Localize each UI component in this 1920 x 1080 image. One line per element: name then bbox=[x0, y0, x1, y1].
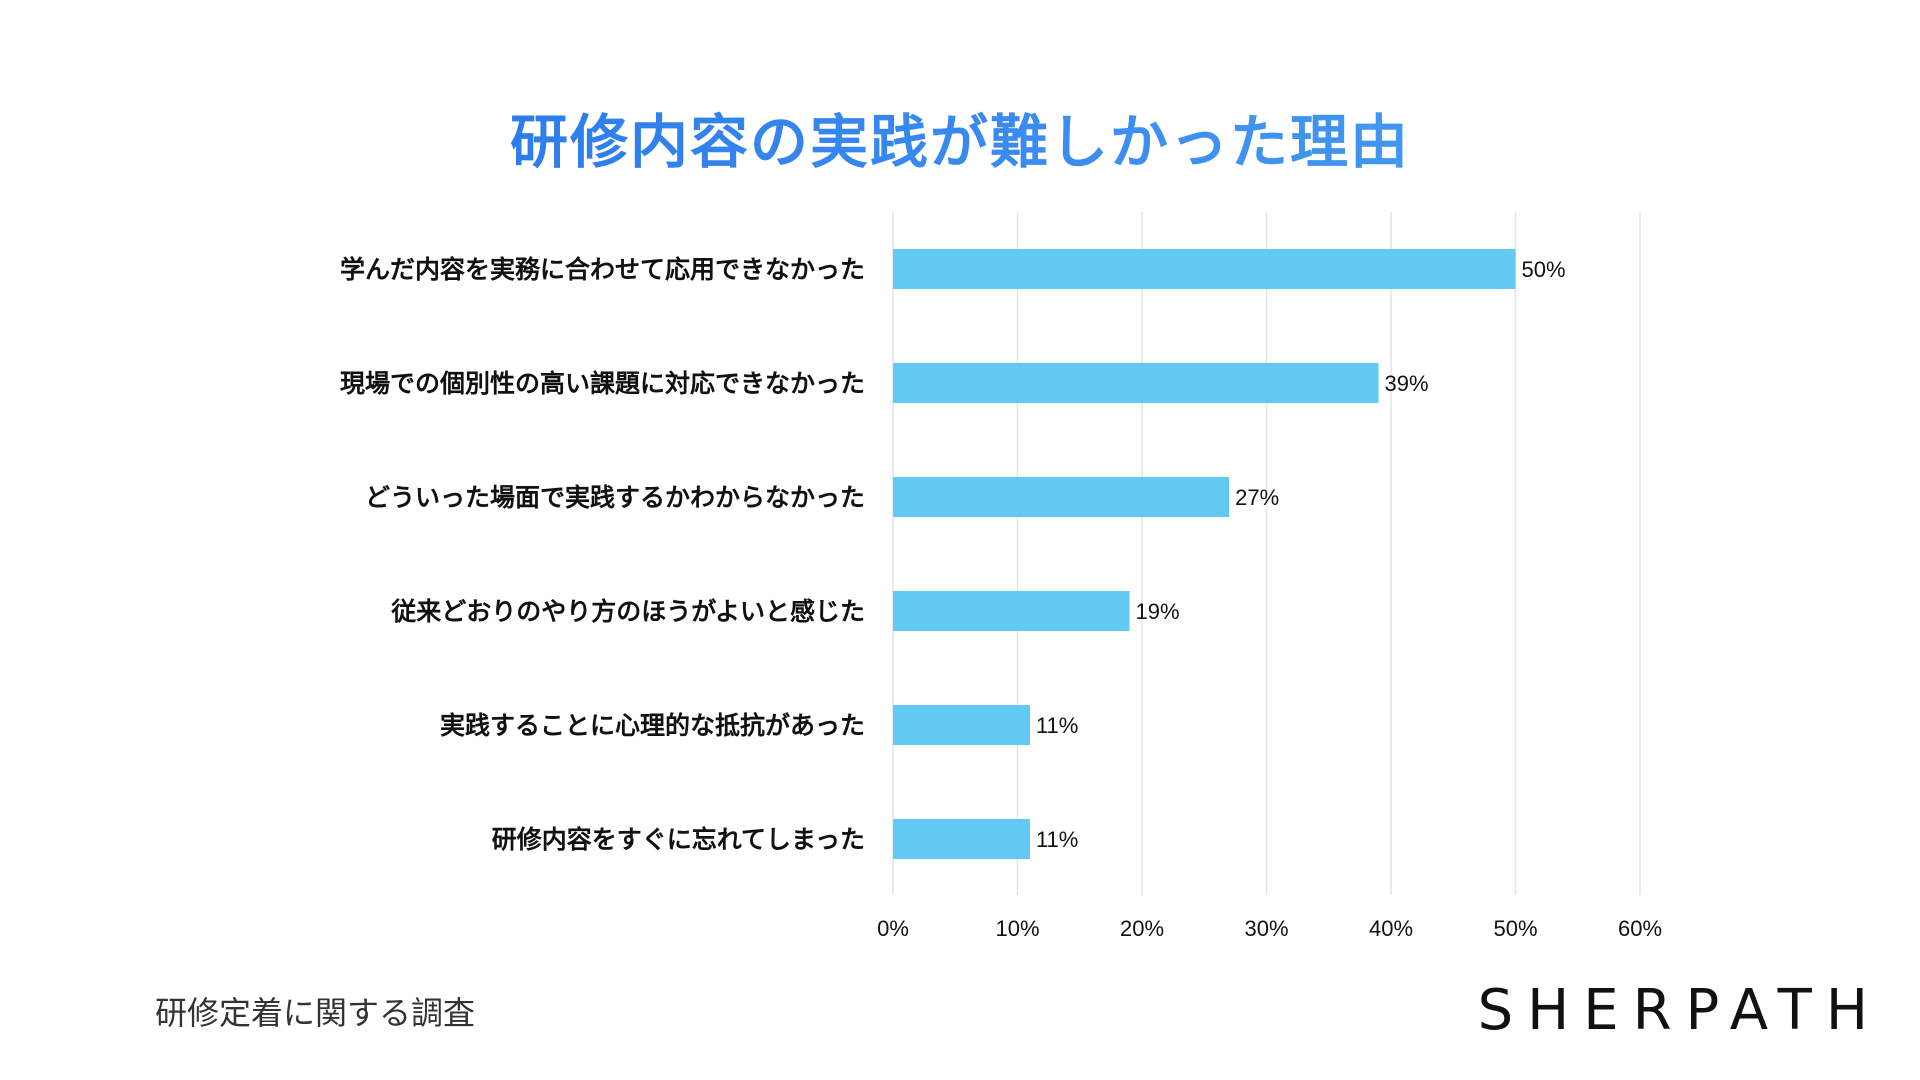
gridlines bbox=[892, 212, 1641, 895]
x-tick-label: 10% bbox=[995, 916, 1039, 941]
brand-logo: SHERPATH bbox=[1477, 978, 1882, 1043]
value-label: 11% bbox=[1036, 713, 1078, 738]
value-label: 19% bbox=[1136, 599, 1180, 624]
category-label: 現場での個別性の高い課題に対応できなかった bbox=[340, 369, 865, 398]
bar bbox=[893, 249, 1516, 289]
category-label: 従来どおりのやり方のほうがよいと感じた bbox=[390, 597, 865, 626]
x-tick-label: 40% bbox=[1369, 916, 1413, 941]
value-labels: 50% 39% 27% 19% 11% 11% bbox=[1036, 257, 1566, 852]
category-label: 学んだ内容を実務に合わせて応用できなかった bbox=[340, 255, 865, 284]
bar bbox=[893, 819, 1030, 859]
value-label: 50% bbox=[1522, 257, 1566, 282]
category-labels: 学んだ内容を実務に合わせて応用できなかった現場での個別性の高い課題に対応できなか… bbox=[340, 255, 865, 854]
bar bbox=[893, 477, 1230, 517]
chart-title: 研修内容の実践が難しかった理由 bbox=[0, 95, 1920, 179]
bar bbox=[893, 705, 1030, 745]
category-label: どういった場面で実践するかわからなかった bbox=[365, 483, 865, 512]
category-label: 研修内容をすぐに忘れてしまった bbox=[492, 825, 865, 854]
value-label: 27% bbox=[1235, 485, 1279, 510]
footer-note: 研修定着に関する調査 bbox=[155, 994, 476, 1032]
bars bbox=[893, 249, 1516, 859]
x-tick-label: 20% bbox=[1120, 916, 1164, 941]
value-label: 39% bbox=[1385, 371, 1429, 396]
value-label: 11% bbox=[1036, 827, 1078, 852]
x-tick-label: 0% bbox=[877, 916, 909, 941]
x-axis-ticks: 0% 10% 20% 30% 40% 50% 60% bbox=[877, 916, 1662, 941]
bar bbox=[893, 363, 1379, 403]
bar bbox=[893, 591, 1130, 631]
x-tick-label: 50% bbox=[1493, 916, 1537, 941]
x-tick-label: 60% bbox=[1618, 916, 1662, 941]
category-label: 実践することに心理的な抵抗があった bbox=[440, 711, 865, 740]
x-tick-label: 30% bbox=[1244, 916, 1288, 941]
